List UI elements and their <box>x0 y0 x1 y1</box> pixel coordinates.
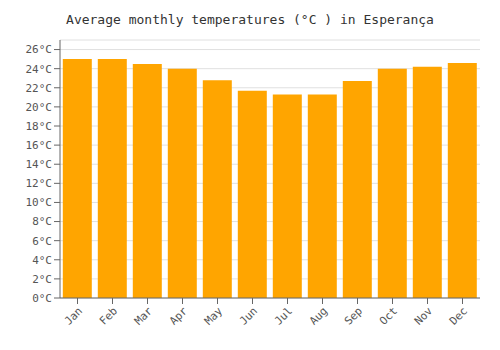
svg-text:14°C: 14°C <box>26 158 53 171</box>
svg-text:Jul: Jul <box>272 304 295 327</box>
svg-text:18°C: 18°C <box>26 120 53 133</box>
svg-text:10°C: 10°C <box>26 196 53 209</box>
svg-text:Nov: Nov <box>412 304 436 328</box>
svg-text:May: May <box>202 304 226 328</box>
svg-text:Aug: Aug <box>307 304 330 327</box>
html-text:Average monthly temperatures (: Average monthly temperatures (°C ) in Es… <box>66 12 434 27</box>
svg-text:2°C: 2°C <box>32 273 52 286</box>
svg-text:Apr: Apr <box>167 304 191 328</box>
svg-text:Feb: Feb <box>97 304 120 327</box>
svg-text:Dec: Dec <box>447 304 470 327</box>
svg-text:6°C: 6°C <box>32 235 52 248</box>
svg-text:16°C: 16°C <box>26 139 53 152</box>
svg-text:4°C: 4°C <box>32 254 52 267</box>
svg-text:26°C: 26°C <box>26 43 53 56</box>
svg-text:Mar: Mar <box>132 304 156 328</box>
svg-text:Jan: Jan <box>62 304 85 327</box>
svg-text:Oct: Oct <box>377 304 400 327</box>
svg-text:22°C: 22°C <box>26 82 53 95</box>
svg-text:24°C: 24°C <box>26 63 53 76</box>
svg-text:0°C: 0°C <box>32 292 52 305</box>
svg-text:8°C: 8°C <box>32 215 52 228</box>
svg-text:Sep: Sep <box>342 304 365 327</box>
svg-text:12°C: 12°C <box>26 177 53 190</box>
svg-text:20°C: 20°C <box>26 101 53 114</box>
svg-text:Jun: Jun <box>237 304 260 327</box>
